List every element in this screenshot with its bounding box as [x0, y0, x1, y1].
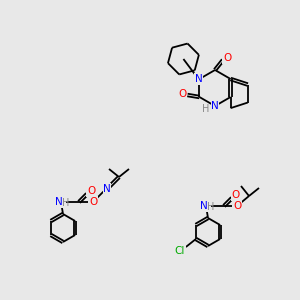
- Text: H: H: [202, 104, 210, 114]
- Text: O: O: [233, 201, 241, 211]
- Text: O: O: [232, 190, 240, 200]
- Text: O: O: [89, 197, 97, 207]
- Text: H: H: [207, 202, 215, 212]
- Text: N: N: [200, 201, 208, 211]
- Text: O: O: [223, 53, 231, 63]
- Text: N: N: [55, 197, 63, 207]
- Text: N: N: [194, 74, 202, 84]
- Text: H: H: [62, 198, 70, 208]
- Text: N: N: [103, 184, 111, 194]
- Text: O: O: [178, 89, 187, 99]
- Text: Cl: Cl: [175, 246, 185, 256]
- Text: N: N: [211, 101, 219, 111]
- Text: O: O: [87, 186, 95, 196]
